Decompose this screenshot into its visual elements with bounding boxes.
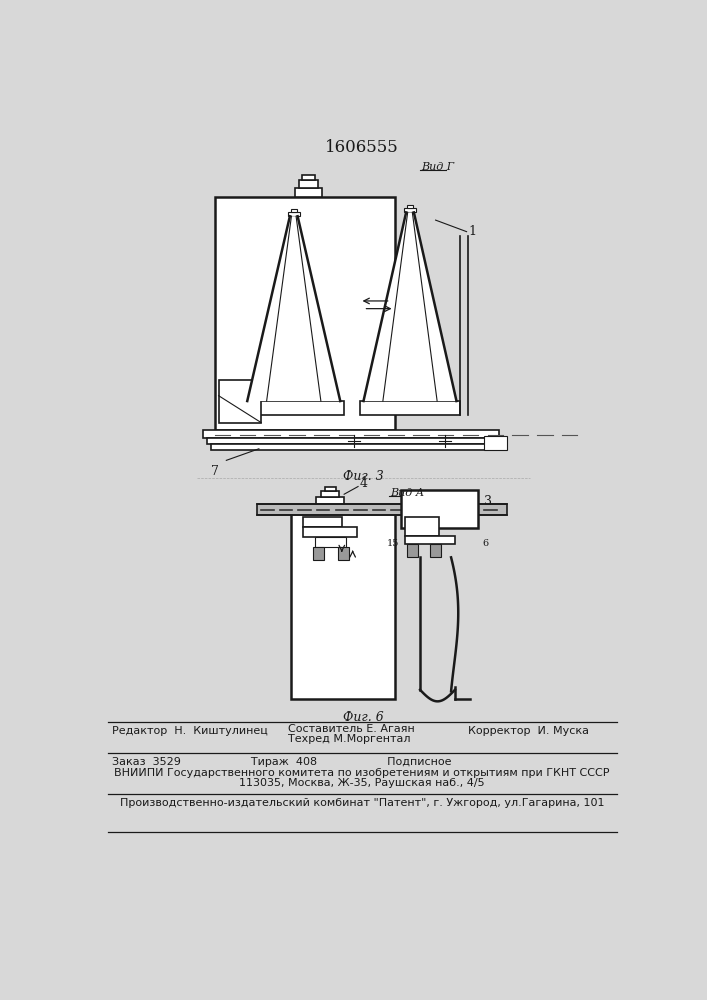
- Text: 3: 3: [484, 495, 492, 508]
- Text: ВНИИПИ Государственного комитета по изобретениям и открытиям при ГКНТ СССР: ВНИИПИ Государственного комитета по изоб…: [115, 768, 609, 778]
- Bar: [321, 491, 339, 497]
- Bar: [484, 436, 507, 450]
- Bar: [401, 490, 478, 528]
- Text: 7: 7: [211, 465, 218, 478]
- Text: Редактор  Н.  Киштулинец: Редактор Н. Киштулинец: [112, 726, 267, 736]
- Bar: [295, 188, 322, 197]
- Bar: [313, 547, 324, 560]
- Bar: [360, 401, 460, 415]
- Text: 6: 6: [482, 539, 489, 548]
- Bar: [338, 547, 349, 560]
- Bar: [291, 209, 297, 212]
- Bar: [291, 505, 395, 699]
- Text: 1606555: 1606555: [325, 139, 399, 156]
- Bar: [243, 401, 344, 415]
- Text: Фиг. 6: Фиг. 6: [343, 711, 384, 724]
- Bar: [303, 175, 315, 180]
- Bar: [404, 536, 455, 544]
- Bar: [303, 527, 357, 537]
- Polygon shape: [247, 216, 340, 401]
- Bar: [315, 537, 346, 547]
- Text: Фиг. 3: Фиг. 3: [343, 470, 384, 483]
- Bar: [303, 517, 341, 527]
- Text: 15: 15: [387, 539, 399, 548]
- Bar: [203, 430, 499, 438]
- Bar: [288, 212, 300, 216]
- Text: Заказ  3529                    Тираж  408                    Подписное: Заказ 3529 Тираж 408 Подписное: [112, 757, 451, 767]
- Text: Техред М.Моргентал: Техред М.Моргентал: [288, 734, 411, 744]
- Bar: [218, 380, 261, 423]
- Text: Вид А: Вид А: [391, 488, 425, 498]
- Bar: [257, 504, 507, 515]
- Bar: [404, 517, 440, 536]
- Text: Составитель Е. Агаян: Составитель Е. Агаян: [288, 724, 415, 734]
- Bar: [211, 444, 491, 450]
- Text: Производственно-издательский комбинат "Патент", г. Ужгород, ул.Гагарина, 101: Производственно-издательский комбинат "П…: [119, 798, 604, 808]
- Bar: [299, 180, 317, 188]
- Text: 1: 1: [468, 225, 476, 238]
- Text: 113035, Москва, Ж-35, Раушская наб., 4/5: 113035, Москва, Ж-35, Раушская наб., 4/5: [239, 778, 485, 788]
- Bar: [215, 197, 395, 430]
- Bar: [407, 205, 413, 208]
- Text: Корректор  И. Муска: Корректор И. Муска: [468, 726, 589, 736]
- Bar: [407, 544, 418, 557]
- Bar: [404, 208, 416, 212]
- Bar: [430, 544, 441, 557]
- Bar: [207, 438, 495, 444]
- Text: Вид Г: Вид Г: [421, 162, 455, 172]
- Text: 4: 4: [360, 477, 368, 490]
- Bar: [325, 487, 336, 491]
- Polygon shape: [363, 212, 457, 401]
- Bar: [316, 497, 344, 505]
